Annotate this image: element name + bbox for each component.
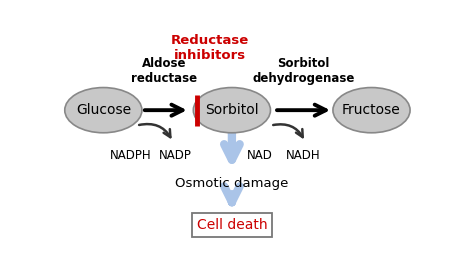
Text: Osmotic damage: Osmotic damage <box>175 177 289 190</box>
Text: Sorbitol: Sorbitol <box>205 103 259 117</box>
Text: NAD: NAD <box>246 149 273 162</box>
Text: Aldose
reductase: Aldose reductase <box>131 57 197 85</box>
Text: Sorbitol
dehydrogenase: Sorbitol dehydrogenase <box>252 57 355 85</box>
Ellipse shape <box>193 88 271 133</box>
Ellipse shape <box>333 88 410 133</box>
Text: NADP: NADP <box>158 149 191 162</box>
Text: NADH: NADH <box>286 149 321 162</box>
Text: Cell death: Cell death <box>197 218 267 232</box>
Text: NADPH: NADPH <box>110 149 152 162</box>
Text: Fructose: Fructose <box>342 103 401 117</box>
Text: Glucose: Glucose <box>76 103 131 117</box>
Ellipse shape <box>65 88 142 133</box>
Text: Reductase
inhibitors: Reductase inhibitors <box>171 34 249 62</box>
